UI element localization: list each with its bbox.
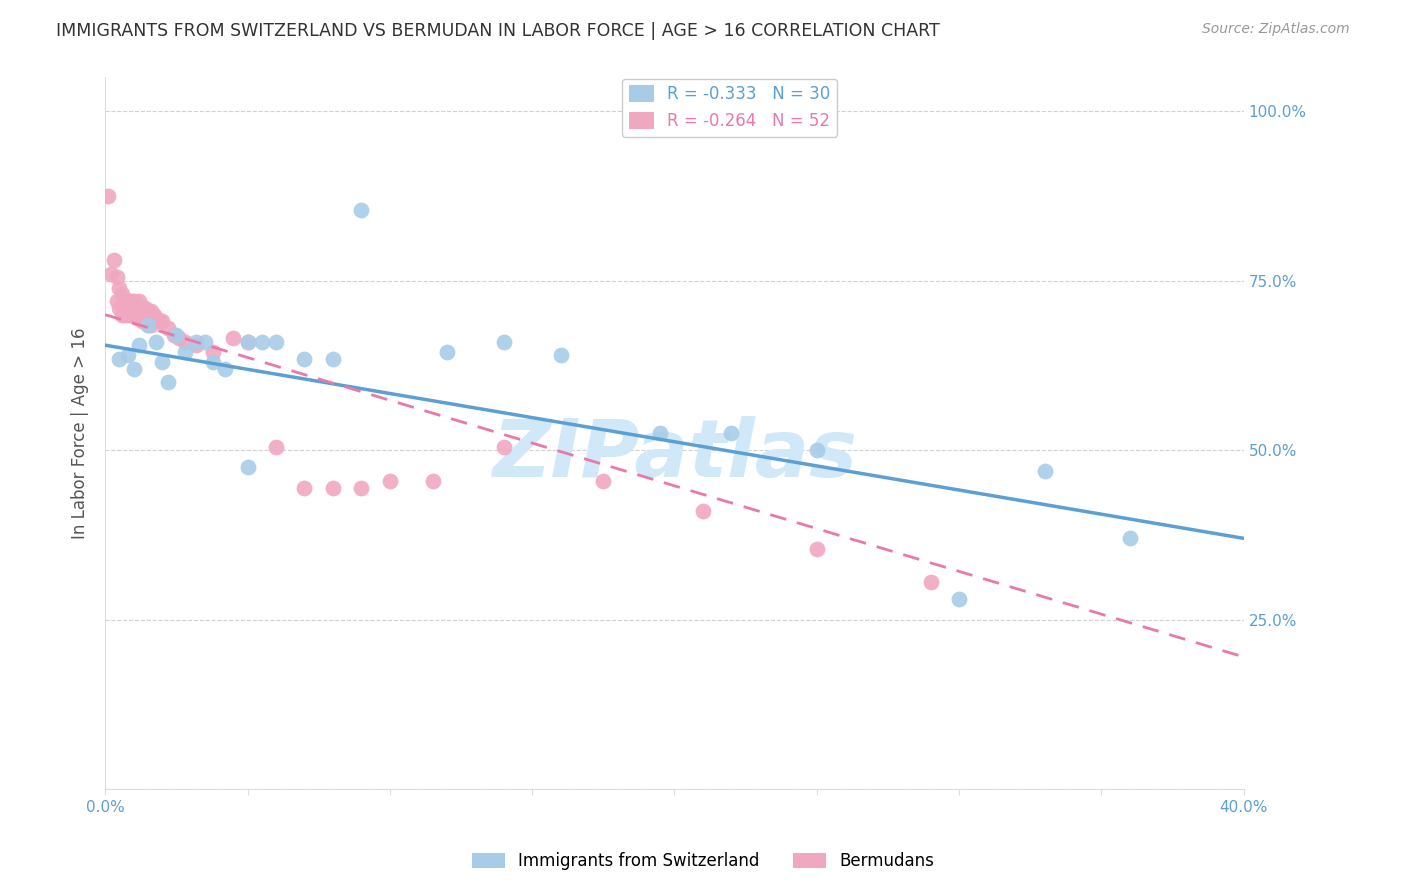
Point xyxy=(692,504,714,518)
Point xyxy=(111,287,134,301)
Legend: R = -0.333   N = 30, R = -0.264   N = 52: R = -0.333 N = 30, R = -0.264 N = 52 xyxy=(621,78,837,136)
Point xyxy=(250,334,273,349)
Point xyxy=(131,301,153,315)
Point xyxy=(103,253,125,268)
Point xyxy=(105,270,128,285)
Point xyxy=(350,202,373,217)
Point xyxy=(108,280,131,294)
Point xyxy=(1119,532,1142,546)
Point xyxy=(720,426,742,441)
Point xyxy=(264,440,287,454)
Point xyxy=(650,426,672,441)
Point xyxy=(174,334,197,349)
Point xyxy=(322,481,344,495)
Point xyxy=(436,345,458,359)
Point xyxy=(105,294,128,309)
Point xyxy=(122,294,145,309)
Point xyxy=(136,318,159,332)
Point xyxy=(148,314,170,328)
Point xyxy=(117,294,139,309)
Point xyxy=(186,334,208,349)
Point xyxy=(131,314,153,328)
Point xyxy=(108,351,131,366)
Point xyxy=(920,575,942,590)
Point xyxy=(350,481,373,495)
Point xyxy=(167,331,190,345)
Point xyxy=(128,338,150,352)
Point xyxy=(120,294,142,309)
Point xyxy=(134,314,156,328)
Point xyxy=(550,348,572,362)
Point xyxy=(117,308,139,322)
Point xyxy=(150,355,173,369)
Point xyxy=(128,294,150,309)
Point xyxy=(592,474,614,488)
Point xyxy=(120,308,142,322)
Text: ZIPatlas: ZIPatlas xyxy=(492,416,858,493)
Point xyxy=(156,321,179,335)
Point xyxy=(214,362,236,376)
Point xyxy=(422,474,444,488)
Point xyxy=(156,376,179,390)
Point xyxy=(165,328,187,343)
Y-axis label: In Labor Force | Age > 16: In Labor Force | Age > 16 xyxy=(72,327,89,539)
Point xyxy=(136,304,159,318)
Point xyxy=(948,592,970,607)
Point xyxy=(186,338,208,352)
Point xyxy=(117,348,139,362)
Point xyxy=(122,308,145,322)
Point xyxy=(806,541,828,556)
Point xyxy=(202,355,225,369)
Text: IMMIGRANTS FROM SWITZERLAND VS BERMUDAN IN LABOR FORCE | AGE > 16 CORRELATION CH: IMMIGRANTS FROM SWITZERLAND VS BERMUDAN … xyxy=(56,22,941,40)
Point xyxy=(139,318,162,332)
Point xyxy=(294,481,316,495)
Point xyxy=(97,189,120,203)
Point xyxy=(125,311,148,326)
Point xyxy=(202,345,225,359)
Point xyxy=(1033,464,1056,478)
Point xyxy=(378,474,401,488)
Point xyxy=(264,334,287,349)
Point xyxy=(174,345,197,359)
Point xyxy=(100,267,122,281)
Point xyxy=(136,318,159,332)
Point xyxy=(222,331,245,345)
Point xyxy=(125,297,148,311)
Point xyxy=(134,301,156,315)
Text: Source: ZipAtlas.com: Source: ZipAtlas.com xyxy=(1202,22,1350,37)
Point xyxy=(492,334,515,349)
Point xyxy=(139,304,162,318)
Point xyxy=(322,351,344,366)
Point xyxy=(806,443,828,458)
Point xyxy=(142,308,165,322)
Point xyxy=(150,314,173,328)
Point xyxy=(114,308,136,322)
Point xyxy=(145,334,167,349)
Point xyxy=(122,362,145,376)
Point xyxy=(236,334,259,349)
Legend: Immigrants from Switzerland, Bermudans: Immigrants from Switzerland, Bermudans xyxy=(465,846,941,877)
Point xyxy=(108,301,131,315)
Point xyxy=(114,294,136,309)
Point xyxy=(236,460,259,475)
Point xyxy=(128,311,150,326)
Point xyxy=(236,334,259,349)
Point xyxy=(194,334,217,349)
Point xyxy=(492,440,515,454)
Point xyxy=(145,311,167,326)
Point xyxy=(111,308,134,322)
Point xyxy=(294,351,316,366)
Point xyxy=(162,328,184,343)
